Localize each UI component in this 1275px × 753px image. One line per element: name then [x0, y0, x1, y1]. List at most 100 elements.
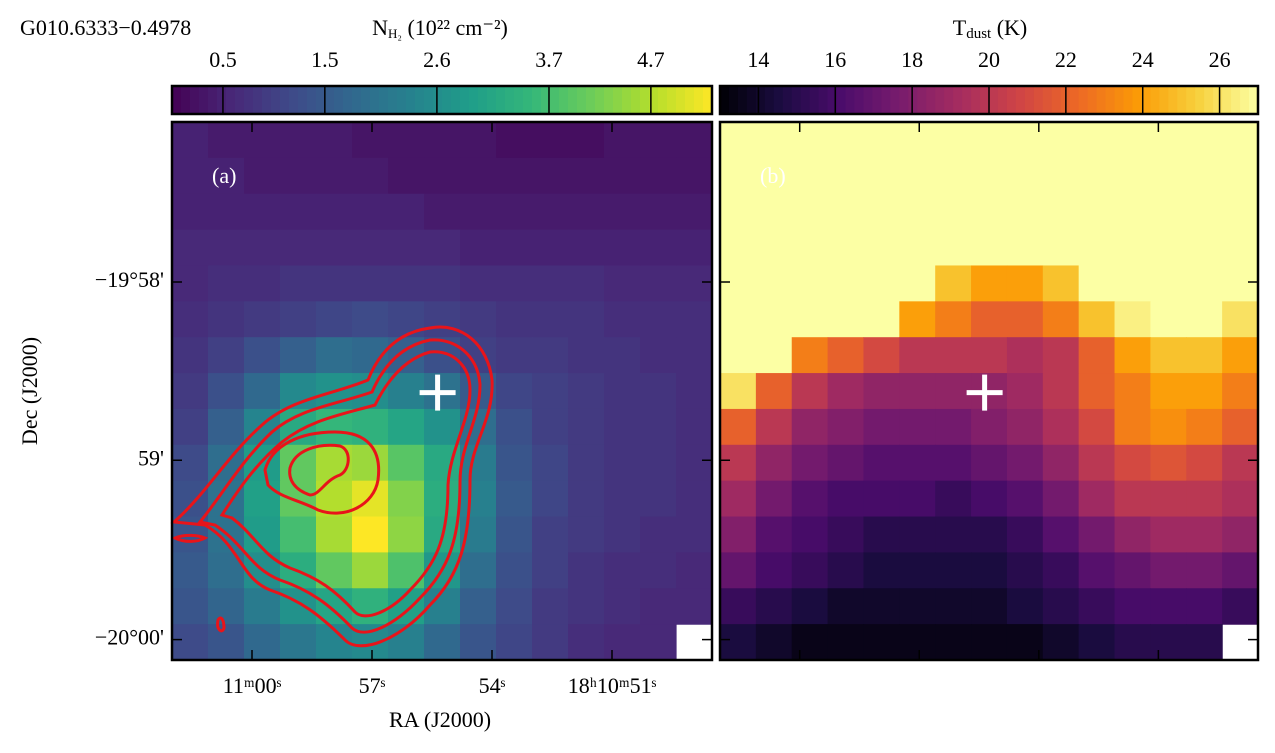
cell	[971, 552, 1008, 589]
cell	[316, 265, 353, 302]
colorbar-swatch	[397, 86, 407, 114]
colorbar-swatch	[836, 86, 847, 114]
colorbar-swatch	[1123, 86, 1134, 114]
cell	[1114, 588, 1151, 625]
cell	[208, 193, 245, 231]
colorbar-swatch	[181, 86, 191, 114]
cell	[460, 193, 497, 231]
colorbar-swatch	[550, 86, 560, 114]
cell	[424, 624, 461, 661]
colorbar-swatch	[1078, 86, 1089, 114]
cell	[720, 444, 757, 482]
colorbar-swatch	[1249, 86, 1259, 114]
contour	[197, 338, 482, 634]
cell	[827, 588, 865, 625]
cell	[280, 122, 317, 159]
cell	[791, 122, 829, 159]
colorbar-swatch	[845, 86, 856, 114]
colorbar-swatch	[586, 86, 596, 114]
cell	[316, 337, 353, 374]
colorbar-swatch	[1177, 86, 1187, 114]
cell	[640, 229, 677, 267]
cell	[1078, 552, 1116, 589]
cell	[424, 157, 461, 195]
cell	[208, 373, 245, 410]
colorbar-swatch	[433, 86, 443, 114]
cell	[791, 157, 829, 195]
cell	[532, 265, 569, 302]
colorbar-swatch	[289, 86, 299, 114]
source-marker	[966, 374, 1003, 411]
cell	[172, 444, 209, 482]
cell	[172, 157, 209, 195]
colorbar-swatch	[208, 86, 218, 114]
cell	[568, 516, 605, 553]
cell	[352, 193, 389, 231]
cell	[424, 122, 461, 159]
cell	[720, 373, 757, 410]
cell	[604, 588, 641, 625]
cell	[1186, 516, 1223, 553]
cell	[755, 337, 793, 374]
cell	[1078, 444, 1116, 482]
colorbar-swatch	[1051, 86, 1062, 114]
colorbar-swatch	[1222, 86, 1232, 114]
colorbar-swatch	[217, 86, 227, 114]
cell	[935, 444, 972, 482]
cell	[1006, 373, 1044, 410]
cell	[863, 373, 900, 410]
cell	[899, 624, 936, 661]
cell	[1078, 157, 1116, 195]
cell	[755, 588, 793, 625]
cell	[863, 229, 900, 267]
cell	[676, 516, 713, 553]
colorbar-swatch	[818, 86, 829, 114]
cell	[863, 588, 900, 625]
colorbar-swatch	[755, 86, 766, 114]
colorbar-swatch	[262, 86, 272, 114]
colorbar-swatch	[863, 86, 874, 114]
cell	[244, 373, 281, 410]
cell	[532, 301, 569, 338]
cell	[1114, 193, 1151, 231]
cell	[1186, 408, 1223, 446]
colorbar-swatch	[1168, 86, 1178, 114]
cell	[1186, 229, 1223, 267]
cell	[496, 301, 533, 338]
contour	[219, 350, 472, 618]
cell	[532, 157, 569, 195]
colorbar-swatch	[980, 86, 990, 114]
cell	[1114, 157, 1151, 195]
cell	[532, 373, 569, 410]
colorbar-swatch	[388, 86, 398, 114]
cell	[935, 624, 972, 661]
colorbar-swatch	[595, 86, 605, 114]
cell	[676, 122, 713, 159]
colorbar-swatch	[253, 86, 263, 114]
colorbar-swatch	[728, 86, 739, 114]
cell	[755, 444, 793, 482]
cell	[1078, 193, 1116, 231]
cell	[827, 624, 865, 661]
colorbar-swatch	[854, 86, 865, 114]
cell	[1042, 624, 1080, 661]
cell	[791, 265, 829, 302]
cell	[899, 373, 936, 410]
colorbar-tick-label: 14	[747, 47, 769, 72]
source-marker	[419, 374, 456, 411]
cell	[935, 229, 972, 267]
cell	[424, 301, 461, 338]
cell	[1006, 624, 1044, 661]
cell	[676, 552, 713, 589]
cell	[1186, 373, 1223, 410]
colorbar-swatch	[478, 86, 488, 114]
cell	[676, 265, 713, 302]
x-tick-label: 54ˢ	[479, 673, 506, 698]
colorbar-swatch	[800, 86, 811, 114]
cell	[640, 122, 677, 159]
cell	[280, 480, 317, 518]
cell	[827, 265, 865, 302]
cell	[640, 265, 677, 302]
cell	[791, 408, 829, 446]
colorbar-swatch	[917, 86, 927, 114]
